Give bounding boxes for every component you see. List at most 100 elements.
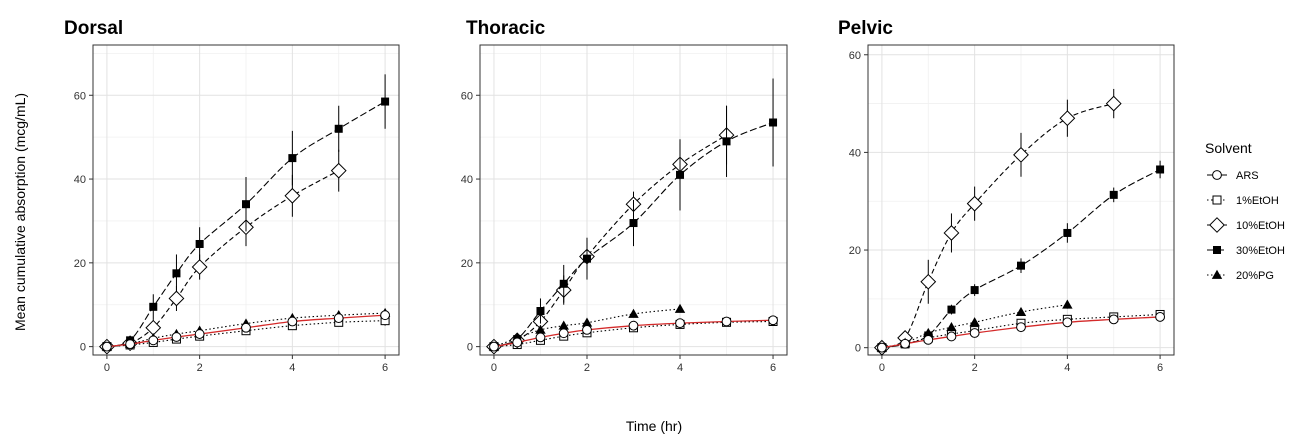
x-tick-label: 0 (879, 362, 885, 374)
legend-marker (1212, 195, 1222, 205)
data-point (168, 290, 185, 307)
data-point (970, 286, 979, 295)
y-tick-label: 20 (849, 245, 861, 257)
data-point (676, 170, 685, 179)
data-point (1063, 228, 1072, 237)
y-tick-label: 40 (461, 174, 473, 186)
panel-title: Pelvic (838, 18, 893, 39)
legend-marker (1209, 217, 1225, 233)
x-tick-label: 6 (1157, 362, 1163, 374)
y-tick-label: 40 (849, 147, 861, 159)
y-tick-label: 60 (74, 90, 86, 102)
series-ars (489, 315, 778, 352)
data-point (582, 324, 592, 335)
data-point (242, 200, 250, 209)
series-10-etoh (486, 105, 735, 355)
series-10-etoh (99, 149, 347, 355)
legend: Solvent ARS 1%EtOH 10%EtOH 30%EtOH 20%PG (1205, 140, 1285, 282)
data-point (969, 328, 980, 338)
data-point (558, 328, 569, 339)
x-tick-label: 4 (1064, 362, 1070, 374)
series-line (493, 320, 774, 348)
x-tick-label: 0 (104, 362, 110, 374)
data-point (1059, 110, 1076, 127)
series-10-etoh (874, 88, 1122, 356)
data-point (629, 219, 638, 228)
data-point (1015, 306, 1027, 316)
data-point (171, 332, 182, 342)
data-point (721, 316, 732, 327)
legend-label: 20%PG (1236, 270, 1274, 282)
data-point (489, 341, 499, 352)
data-point (923, 327, 934, 337)
data-point (1105, 95, 1122, 112)
data-point (877, 342, 887, 353)
x-tick-label: 2 (197, 362, 203, 374)
data-point (558, 320, 569, 330)
x-axis-title: Time (hr) (626, 418, 682, 434)
data-point (722, 137, 731, 146)
legend-marker (1211, 269, 1223, 279)
data-point (969, 317, 980, 327)
y-tick-label: 60 (461, 90, 473, 102)
legend-label: 30%EtOH (1236, 245, 1285, 257)
data-point (102, 341, 112, 352)
data-point (900, 338, 910, 349)
series-ars (877, 312, 1165, 353)
y-tick-label: 20 (74, 258, 86, 270)
data-point (1156, 165, 1165, 174)
data-point (380, 310, 390, 321)
data-point (149, 302, 158, 311)
series-line (106, 312, 386, 348)
legend-entry: 30%EtOH (1207, 245, 1285, 257)
plot-border (867, 44, 1175, 356)
plot-border (479, 44, 788, 356)
data-point (381, 97, 390, 106)
data-point (284, 187, 301, 204)
data-point (920, 273, 937, 290)
y-tick-label: 0 (855, 343, 861, 355)
data-point (148, 335, 159, 346)
legend-entry: ARS (1207, 170, 1259, 182)
legend-label: ARS (1236, 170, 1259, 182)
legend-entry: 20%PG (1207, 269, 1274, 282)
data-point (1062, 299, 1073, 309)
data-point (1016, 322, 1026, 333)
y-tick-label: 40 (74, 174, 86, 186)
data-point (535, 324, 546, 334)
data-point (946, 321, 957, 332)
legend-marker (1212, 170, 1222, 180)
y-axis-title: Mean cumulative absorption (mcg/mL) (12, 93, 28, 331)
data-point (674, 303, 686, 313)
data-point (1062, 317, 1073, 328)
y-tick-label: 60 (849, 50, 861, 62)
plot-border (92, 44, 400, 356)
data-point (1013, 146, 1029, 163)
x-tick-label: 4 (677, 362, 683, 374)
legend-entry: 10%EtOH (1207, 217, 1285, 233)
x-tick-label: 6 (770, 362, 776, 374)
data-point (330, 162, 347, 179)
data-point (191, 259, 208, 275)
data-point (287, 316, 298, 327)
x-tick-label: 4 (289, 362, 295, 374)
data-point (628, 320, 639, 331)
legend-marker (1213, 246, 1221, 254)
data-point (1017, 261, 1025, 270)
data-point (536, 307, 545, 316)
legend-title: Solvent (1205, 140, 1252, 156)
data-point (512, 337, 523, 348)
data-point (946, 331, 957, 342)
x-tick-label: 2 (584, 362, 590, 374)
panel-title: Dorsal (64, 18, 123, 39)
data-point (769, 118, 778, 127)
data-point (943, 225, 960, 241)
data-point (1155, 312, 1165, 322)
series-line (881, 313, 1161, 349)
panel-title: Thoracic (466, 18, 546, 39)
data-point (675, 318, 685, 329)
data-point (1108, 314, 1119, 325)
